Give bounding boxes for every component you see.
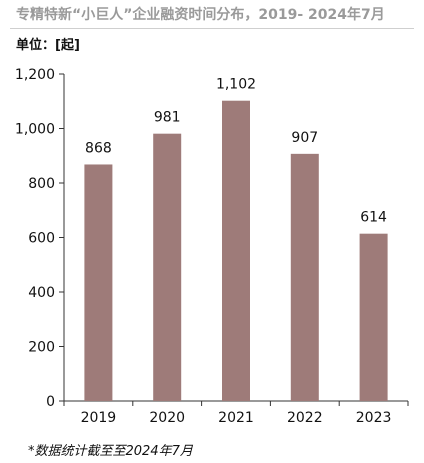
y-tick-label: 600 xyxy=(28,231,55,247)
x-tick-label-2021: 2021 xyxy=(218,410,254,426)
y-tick-label: 200 xyxy=(28,340,55,356)
data-label-2019: 868 xyxy=(85,140,112,156)
x-tick-label-2022: 2022 xyxy=(287,410,323,426)
unit-label: 单位：[起] xyxy=(16,38,80,53)
x-tick-label-2023: 2023 xyxy=(356,410,392,426)
footnote: *数据统计截至至2024年7月 xyxy=(28,444,193,459)
x-tick-label-2019: 2019 xyxy=(81,410,117,426)
bar-2020 xyxy=(153,133,182,402)
y-tick-label: 1,200 xyxy=(15,67,55,83)
title-divider xyxy=(10,28,414,29)
bar-2021 xyxy=(222,100,250,401)
data-label-2023: 614 xyxy=(360,210,387,226)
y-tick-label: 400 xyxy=(28,285,55,301)
data-label-2022: 907 xyxy=(291,130,318,146)
y-tick-label: 1,000 xyxy=(15,122,55,138)
x-tick-label-2020: 2020 xyxy=(149,410,185,426)
y-tick-label: 0 xyxy=(46,394,55,410)
data-label-2020: 981 xyxy=(154,110,181,126)
y-tick-label: 800 xyxy=(28,176,55,192)
data-label-2021: 1,102 xyxy=(216,77,256,93)
bar-2023 xyxy=(359,233,388,401)
bar-2022 xyxy=(290,153,319,401)
chart-title: 专精特新“小巨人”企业融资时间分布，2019- 2024年7月 xyxy=(16,7,385,23)
bar-2019 xyxy=(84,164,113,401)
